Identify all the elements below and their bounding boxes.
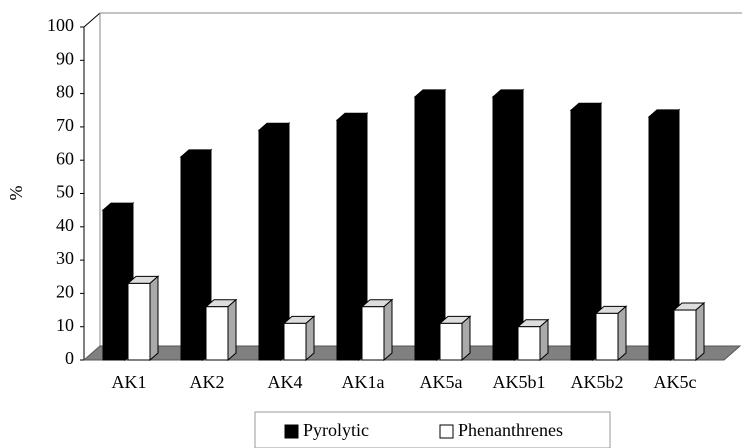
x-tick-label: AK5a bbox=[420, 372, 463, 392]
bar-side bbox=[539, 318, 549, 362]
x-tick-label: AK4 bbox=[268, 372, 303, 392]
x-tick-label: AK1 bbox=[112, 372, 147, 392]
bar bbox=[414, 96, 438, 361]
y-tick-label: 40 bbox=[56, 215, 74, 235]
x-tick-label: AK5b1 bbox=[493, 372, 546, 392]
bar bbox=[180, 156, 204, 361]
bar bbox=[258, 129, 282, 361]
x-tick-label: AK1a bbox=[342, 372, 385, 392]
bar-side bbox=[305, 315, 315, 362]
y-tick-label: 60 bbox=[56, 148, 74, 168]
bar bbox=[439, 322, 463, 361]
legend-label: Phenanthrenes bbox=[458, 420, 563, 440]
y-tick-label: 0 bbox=[65, 348, 74, 368]
y-tick-label: 50 bbox=[56, 182, 74, 202]
bar-side bbox=[695, 301, 705, 362]
bar-side bbox=[617, 305, 627, 362]
bar bbox=[336, 119, 360, 361]
bar bbox=[361, 306, 385, 361]
bar-side bbox=[227, 298, 237, 362]
bar bbox=[570, 109, 594, 361]
y-tick-label: 100 bbox=[47, 15, 74, 35]
y-tick-label: 80 bbox=[56, 82, 74, 102]
y-tick-label: 90 bbox=[56, 48, 74, 68]
bar-side bbox=[149, 275, 159, 362]
bar-side bbox=[383, 298, 393, 362]
bar bbox=[127, 282, 151, 361]
legend-box bbox=[254, 411, 611, 448]
bar bbox=[648, 116, 672, 361]
x-tick-label: AK2 bbox=[190, 372, 225, 392]
y-tick-label: 10 bbox=[56, 315, 74, 335]
bar bbox=[595, 312, 619, 361]
y-tick-label: 30 bbox=[56, 248, 74, 268]
bar bbox=[283, 322, 307, 361]
bar bbox=[517, 326, 541, 361]
x-tick-label: AK5b2 bbox=[571, 372, 624, 392]
legend-swatch bbox=[439, 424, 454, 439]
y-tick-label: 20 bbox=[56, 282, 74, 302]
bar-side bbox=[514, 88, 524, 362]
bar bbox=[673, 309, 697, 361]
x-tick-label: AK5c bbox=[654, 372, 697, 392]
y-axis-label: % bbox=[6, 186, 26, 201]
bar-side bbox=[461, 315, 471, 362]
y-tick-label: 70 bbox=[56, 115, 74, 135]
bar bbox=[102, 209, 126, 361]
legend-label: Pyrolytic bbox=[303, 420, 369, 440]
bar bbox=[492, 96, 516, 361]
bar bbox=[205, 306, 229, 361]
legend-swatch bbox=[284, 424, 299, 439]
